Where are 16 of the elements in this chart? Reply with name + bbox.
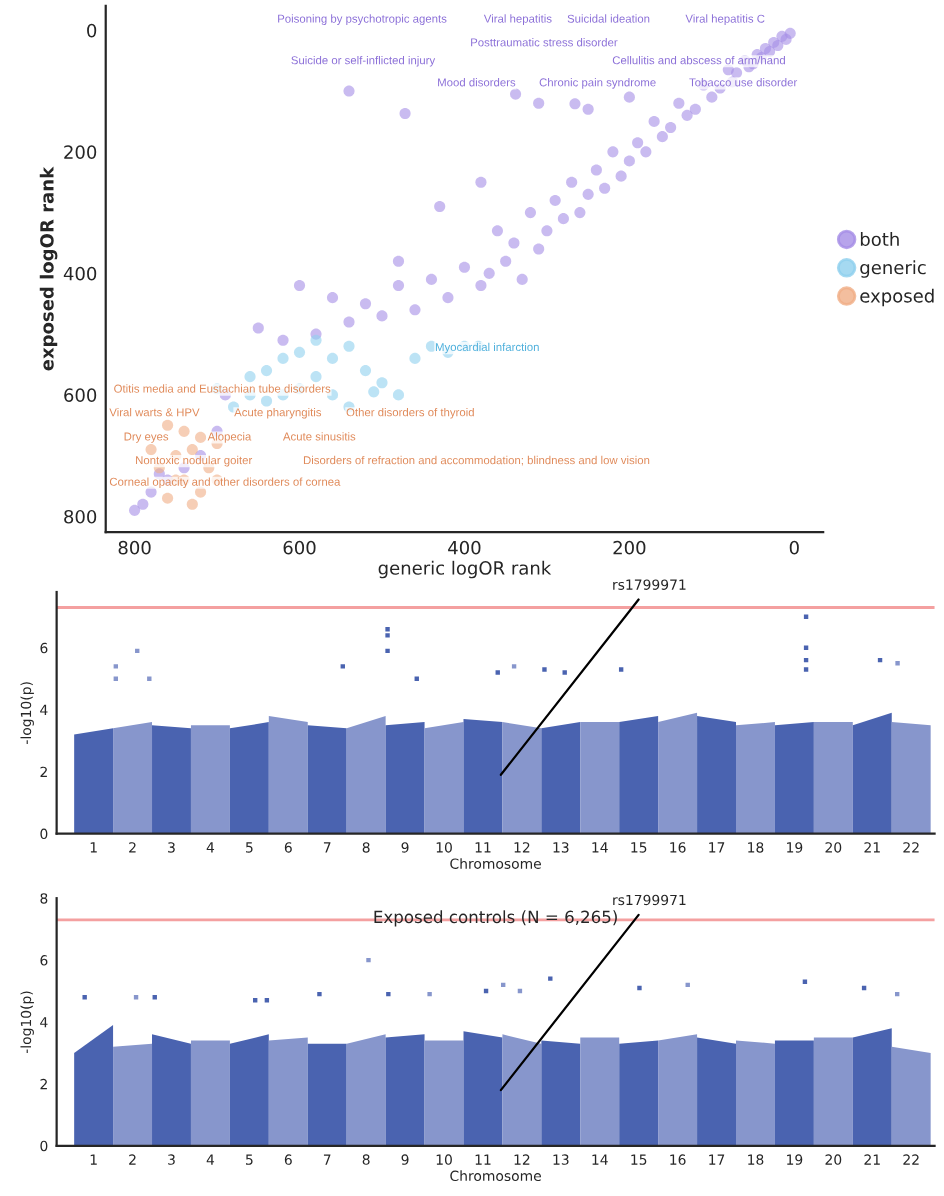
x-tick-label: 800 (118, 540, 151, 555)
y-tick-label: 600 (64, 388, 97, 402)
legend-label: generic (860, 260, 926, 278)
legend-label: exposed (860, 288, 934, 307)
x-tick-label: 600 (283, 540, 316, 555)
y-tick-label: 0 (87, 23, 97, 38)
legend-label: both (860, 232, 899, 247)
y-tick-label: 400 (63, 266, 97, 281)
y-axis-title: exposed logOR rank (39, 166, 58, 371)
x-axis-title: generic logOR rank (378, 560, 552, 579)
text: Exposed controls (N = 6,265) (374, 910, 617, 927)
x-tick-label: 400 (448, 540, 481, 555)
x-tick-label: 200 (613, 540, 646, 555)
y-tick-label: 800 (64, 509, 97, 524)
y-tick-label: 200 (64, 145, 97, 159)
x-tick-label: 0 (789, 540, 799, 555)
